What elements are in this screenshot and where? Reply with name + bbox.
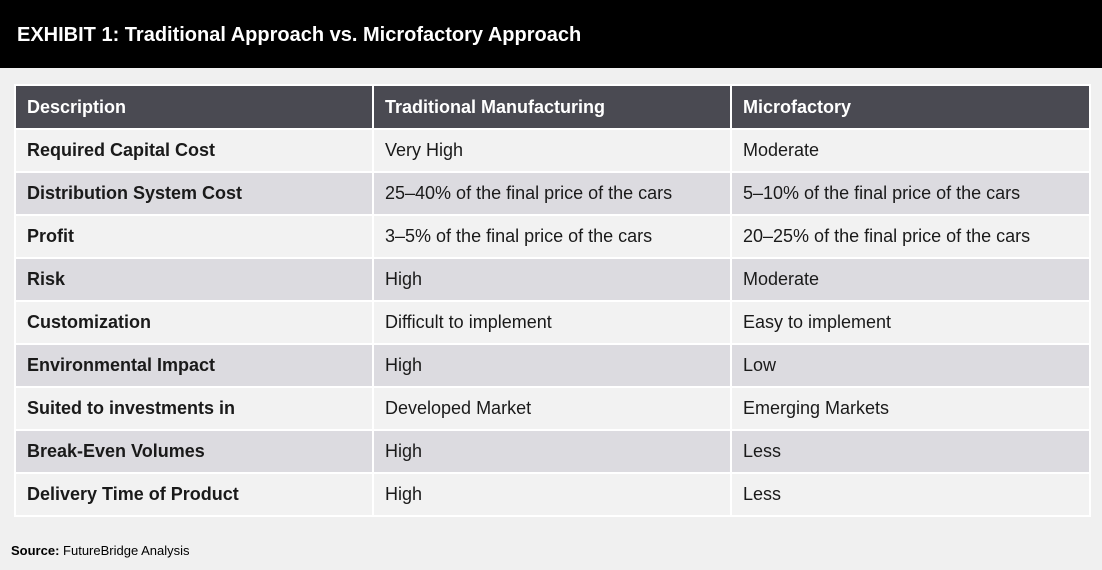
column-header-description: Description (14, 84, 374, 130)
row-microfactory: Less (730, 429, 1091, 474)
table-row: Break-Even Volumes High Less (14, 429, 1091, 474)
row-traditional: Developed Market (372, 386, 732, 431)
column-header-microfactory: Microfactory (730, 84, 1091, 130)
table-row: Risk High Moderate (14, 257, 1091, 302)
row-description: Customization (14, 300, 374, 345)
table-row: Distribution System Cost 25–40% of the f… (14, 171, 1091, 216)
row-description: Risk (14, 257, 374, 302)
table-row: Customization Difficult to implement Eas… (14, 300, 1091, 345)
row-traditional: Very High (372, 128, 732, 173)
source-text: FutureBridge Analysis (63, 543, 190, 558)
column-header-traditional: Traditional Manufacturing (372, 84, 732, 130)
row-microfactory: Moderate (730, 128, 1091, 173)
row-microfactory: Low (730, 343, 1091, 388)
row-description: Profit (14, 214, 374, 259)
row-description: Suited to investments in (14, 386, 374, 431)
row-traditional: High (372, 257, 732, 302)
row-description: Required Capital Cost (14, 128, 374, 173)
row-description: Break-Even Volumes (14, 429, 374, 474)
table-row: Delivery Time of Product High Less (14, 472, 1091, 517)
row-traditional: High (372, 343, 732, 388)
table-row: Profit 3–5% of the final price of the ca… (14, 214, 1091, 259)
table-row: Environmental Impact High Low (14, 343, 1091, 388)
row-traditional: Difficult to implement (372, 300, 732, 345)
table-row: Required Capital Cost Very High Moderate (14, 128, 1091, 173)
row-microfactory: Easy to implement (730, 300, 1091, 345)
row-description: Distribution System Cost (14, 171, 374, 216)
comparison-table-container: Description Traditional Manufacturing Mi… (14, 84, 1091, 517)
row-traditional: 3–5% of the final price of the cars (372, 214, 732, 259)
row-microfactory: Less (730, 472, 1091, 517)
row-traditional: 25–40% of the final price of the cars (372, 171, 732, 216)
row-microfactory: Emerging Markets (730, 386, 1091, 431)
table-row: Suited to investments in Developed Marke… (14, 386, 1091, 431)
comparison-table: Description Traditional Manufacturing Mi… (14, 84, 1091, 517)
row-microfactory: 5–10% of the final price of the cars (730, 171, 1091, 216)
source-note: Source: FutureBridge Analysis (11, 543, 189, 558)
row-microfactory: Moderate (730, 257, 1091, 302)
exhibit-header: EXHIBIT 1: Traditional Approach vs. Micr… (0, 0, 1102, 68)
row-description: Delivery Time of Product (14, 472, 374, 517)
row-microfactory: 20–25% of the final price of the cars (730, 214, 1091, 259)
row-traditional: High (372, 429, 732, 474)
row-description: Environmental Impact (14, 343, 374, 388)
table-header-row: Description Traditional Manufacturing Mi… (14, 84, 1091, 130)
row-traditional: High (372, 472, 732, 517)
source-label: Source: (11, 543, 60, 558)
exhibit-title: EXHIBIT 1: Traditional Approach vs. Micr… (17, 24, 582, 46)
